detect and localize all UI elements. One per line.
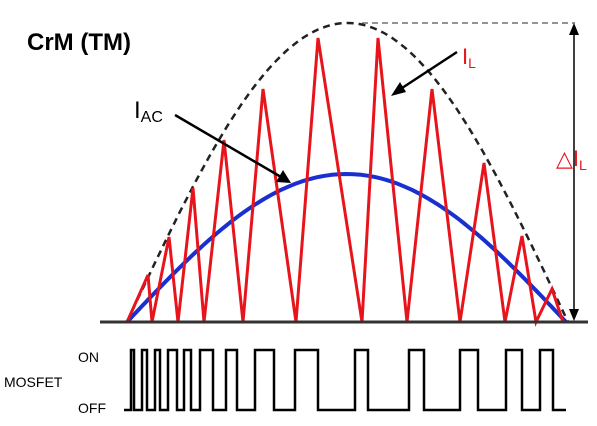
diagram-title: CrM (TM)	[27, 29, 131, 56]
mosfet-gate-signal	[124, 348, 566, 412]
iac-label: IAC	[134, 97, 163, 126]
delta-il-label: △IL	[556, 146, 587, 173]
peak-current-envelope	[125, 21, 570, 323]
delta-il-arrow-up-icon	[569, 23, 579, 35]
iac-pointer-arrowhead-icon	[276, 170, 291, 183]
mosfet-label: MOSFET	[4, 374, 63, 390]
il-label: IL	[462, 44, 476, 71]
mosfet-on-label: ON	[78, 349, 99, 365]
il-pointer-arrow-line	[398, 50, 458, 92]
il-pointer-arrowhead-icon	[391, 82, 406, 96]
iac-pointer-arrow-line	[174, 113, 282, 179]
mosfet-off-label: OFF	[78, 400, 106, 416]
ac-input-current-curve	[125, 171, 568, 324]
delta-il-arrow-down-icon	[569, 309, 579, 321]
inductor-current-waveform	[125, 37, 565, 327]
